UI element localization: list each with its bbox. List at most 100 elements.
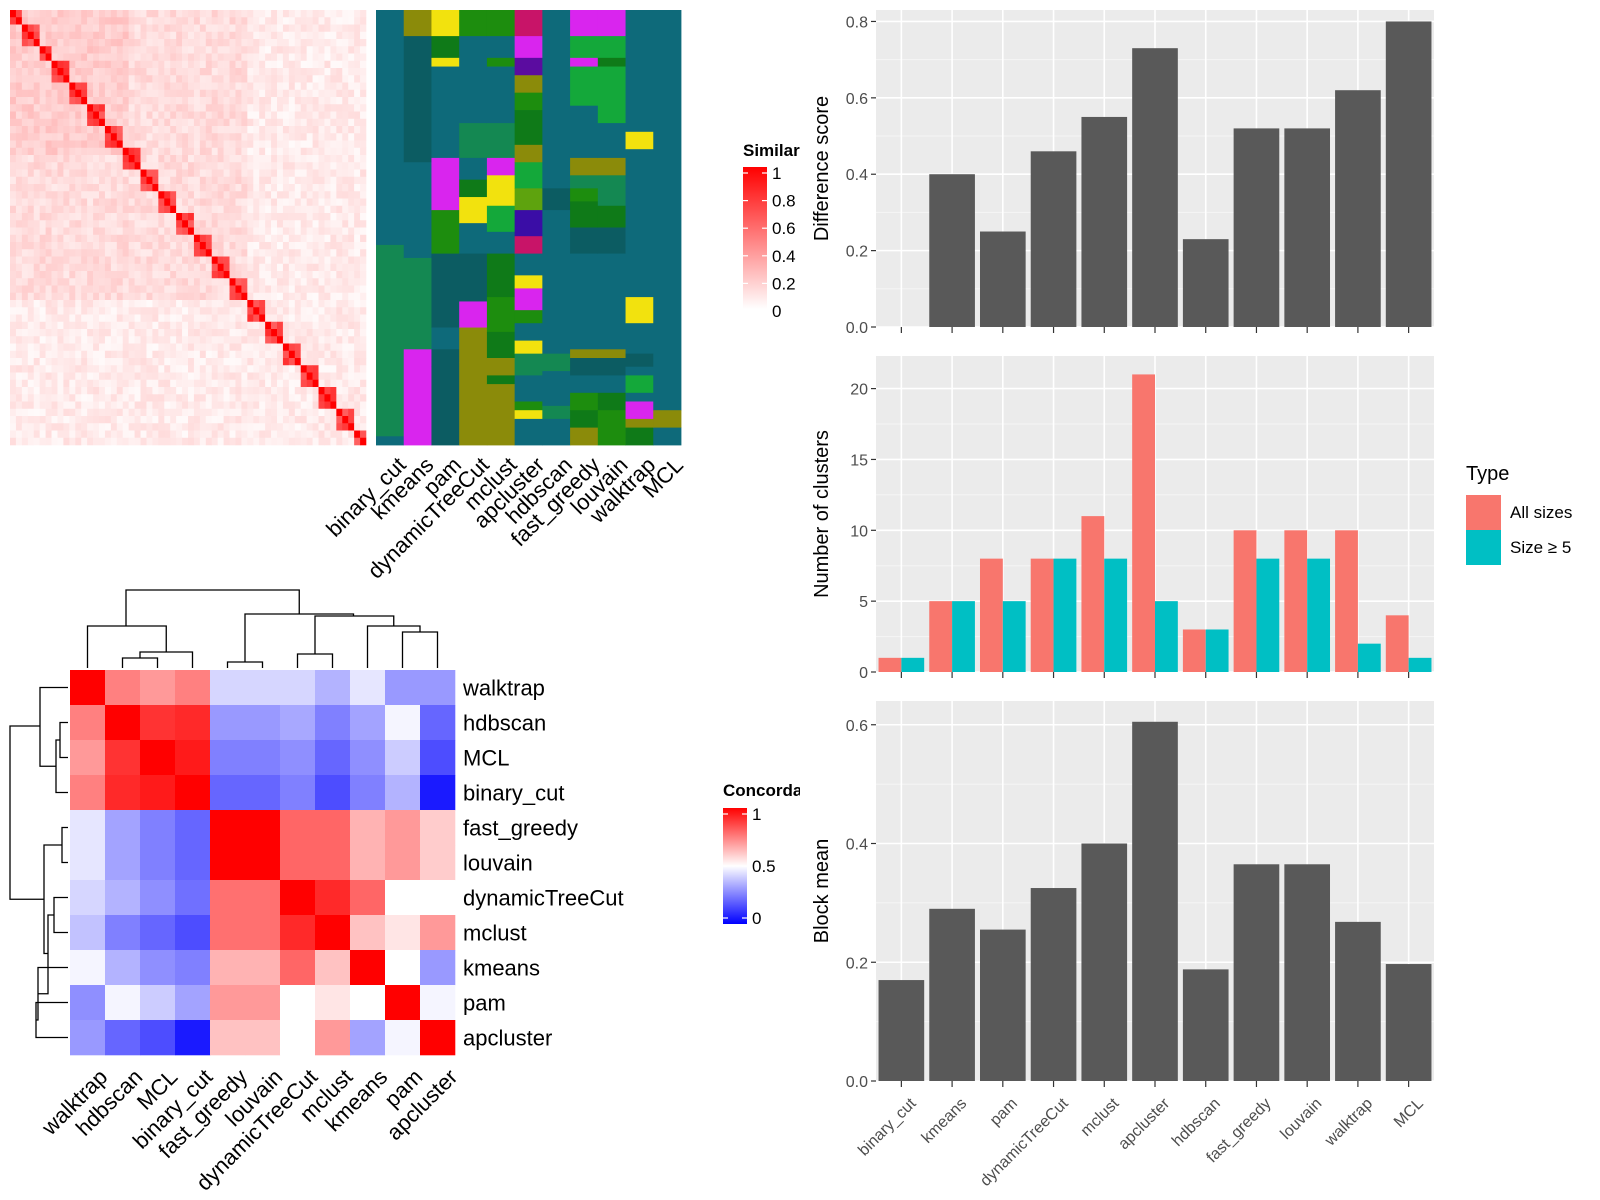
similarity-cell [93, 292, 100, 301]
similarity-cell [81, 242, 88, 250]
similarity-cell [15, 31, 23, 40]
similarity-cell [170, 97, 177, 105]
similarity-cell [110, 358, 118, 366]
similarity-cell [336, 191, 343, 199]
concordance-cell [385, 950, 421, 986]
similarity-cell [164, 387, 171, 395]
similarity-cell [324, 191, 331, 199]
similarity-cell [217, 68, 224, 76]
similarity-cell [318, 350, 325, 359]
similarity-cell [277, 31, 284, 40]
similarity-cell [318, 31, 325, 40]
similarity-cell [348, 162, 355, 170]
similarity-cell [182, 17, 189, 25]
similarity-cell [39, 249, 46, 257]
similarity-cell [223, 358, 230, 366]
similarity-cell [306, 401, 313, 410]
similarity-cell [81, 126, 88, 134]
similarity-cell [176, 401, 183, 410]
similarity-cell [318, 89, 325, 98]
similarity-cell [110, 372, 118, 381]
similarity-cell [336, 256, 343, 265]
similarity-cell [342, 242, 349, 250]
similarity-cell [241, 39, 248, 47]
similarity-cell [211, 227, 218, 236]
similarity-cell [205, 162, 213, 170]
similarity-cell [15, 162, 23, 170]
similarity-cell [336, 430, 343, 439]
similarity-cell [247, 126, 254, 134]
similarity-cell [336, 60, 343, 69]
similarity-cell [205, 31, 213, 40]
similarity-cell [21, 213, 29, 221]
similarity-cell [205, 401, 213, 410]
similarity-cell [306, 60, 313, 69]
similarity-cell [354, 169, 361, 178]
similarity-cell [336, 394, 343, 402]
similarity-cell [336, 176, 343, 185]
similarity-cell [300, 46, 307, 54]
similarity-cell [15, 133, 23, 141]
similarity-cell [146, 292, 153, 301]
similarity-cell [39, 379, 46, 388]
similarity-cell [330, 213, 337, 221]
similarity-cell [140, 365, 147, 373]
similarity-cell [45, 126, 52, 134]
similarity-cell [158, 234, 165, 243]
similarity-cell [306, 329, 313, 337]
similarity-cell [116, 256, 124, 265]
similarity-cell [288, 75, 296, 83]
similarity-cell [360, 387, 367, 395]
similarity-cell [324, 394, 331, 402]
similarity-cell [104, 169, 112, 178]
similarity-cell [342, 314, 349, 323]
similarity-cell [152, 118, 159, 127]
similarity-cell [39, 46, 46, 54]
similarity-cell [247, 198, 254, 207]
similarity-cell [217, 242, 224, 250]
similarity-cell [223, 60, 230, 69]
similarity-cell [271, 162, 278, 170]
similarity-cell [134, 416, 141, 424]
similarity-cell [75, 249, 82, 257]
partition-segment [431, 253, 460, 328]
concordance-cell [210, 705, 246, 741]
legend-key-all-sizes [1466, 495, 1501, 530]
similarity-cell [342, 53, 349, 62]
similarity-cell [21, 307, 29, 315]
similarity-cell [306, 387, 313, 395]
similarity-cell [193, 220, 201, 228]
bar [1030, 558, 1054, 672]
similarity-cell [81, 408, 88, 417]
similarity-cell [223, 249, 230, 257]
similarity-cell [324, 184, 331, 192]
similarity-cell [229, 401, 236, 410]
similarity-cell [39, 162, 46, 170]
similarity-cell [342, 191, 349, 199]
similarity-cell [110, 213, 118, 221]
similarity-cell [39, 329, 46, 337]
legend-key-size-ge5 [1466, 530, 1501, 565]
concordance-cell [420, 740, 456, 776]
similarity-cell [27, 75, 35, 83]
similarity-cell [164, 379, 171, 388]
similarity-cell [306, 365, 313, 373]
similarity-cell [15, 10, 23, 18]
similarity-cell [265, 430, 272, 439]
similarity-cell [330, 408, 337, 417]
concordance-cell [420, 1020, 456, 1056]
similarity-cell [104, 387, 112, 395]
similarity-cell [312, 184, 319, 192]
similarity-cell [282, 329, 290, 337]
similarity-cell [193, 46, 201, 54]
similarity-cell [87, 147, 94, 156]
similarity-cell [81, 394, 88, 402]
similarity-cell [199, 169, 207, 178]
similarity-cell [87, 430, 94, 439]
similarity-cell [182, 31, 189, 40]
similarity-cell [140, 169, 147, 178]
similarity-cell [300, 213, 307, 221]
similarity-cell [282, 336, 290, 344]
similarity-cell [182, 242, 189, 250]
similarity-cell [158, 213, 165, 221]
